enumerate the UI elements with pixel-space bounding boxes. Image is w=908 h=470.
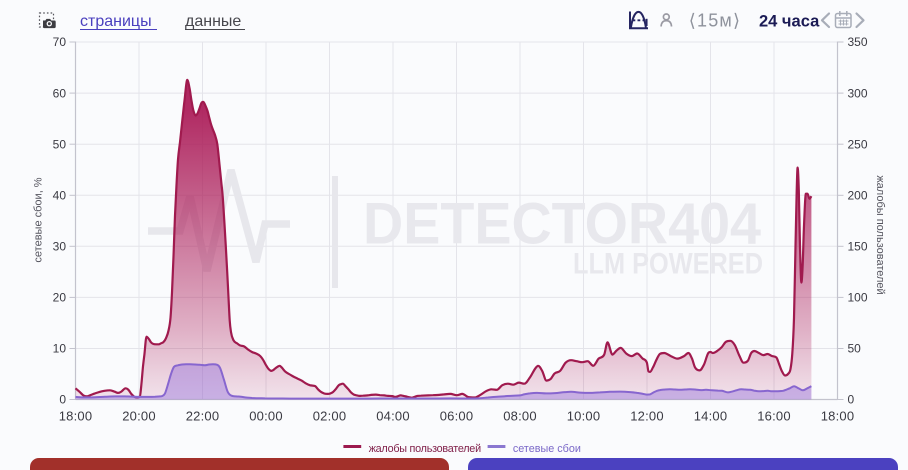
svg-text:16:00: 16:00 [757,409,791,424]
svg-text:0: 0 [59,393,66,407]
svg-text:60: 60 [53,86,67,100]
svg-text:40: 40 [53,189,67,203]
svg-text:сетевые сбои: сетевые сбои [513,443,581,455]
svg-text:⟨15м⟩: ⟨15м⟩ [689,11,741,31]
svg-text:30: 30 [53,240,67,254]
svg-text:250: 250 [848,137,868,151]
svg-text:70: 70 [53,35,67,49]
svg-text:24 часа: 24 часа [759,13,820,31]
svg-text:20: 20 [53,291,67,305]
svg-text:100: 100 [848,291,868,305]
svg-text:страницы: страницы [80,13,152,30]
svg-text:18:00: 18:00 [59,409,93,424]
svg-text:жалобы пользователей: жалобы пользователей [874,175,886,294]
svg-text:0: 0 [848,393,855,407]
svg-text:350: 350 [848,35,868,49]
svg-text:10: 10 [53,342,67,356]
svg-text:00:00: 00:00 [249,409,283,424]
svg-text:18:00: 18:00 [821,409,855,424]
svg-text:22:00: 22:00 [186,409,220,424]
svg-text:сетевые сбои, %: сетевые сбои, % [33,177,45,262]
svg-text:10:00: 10:00 [567,409,601,424]
svg-text:14:00: 14:00 [694,409,728,424]
svg-text:данные: данные [185,13,241,30]
svg-text:12:00: 12:00 [630,409,664,424]
svg-text:LLM POWERED: LLM POWERED [573,248,763,281]
svg-text:20:00: 20:00 [122,409,156,424]
svg-text:150: 150 [848,240,868,254]
svg-text:DETECTOR404: DETECTOR404 [363,192,761,257]
svg-text:300: 300 [848,86,868,100]
svg-text:04:00: 04:00 [376,409,410,424]
svg-text:50: 50 [53,137,67,151]
svg-text:жалобы пользователей: жалобы пользователей [369,443,481,455]
svg-text:50: 50 [848,342,862,356]
svg-text:08:00: 08:00 [503,409,537,424]
svg-text:02:00: 02:00 [313,409,347,424]
svg-text:06:00: 06:00 [440,409,474,424]
svg-text:200: 200 [848,189,868,203]
